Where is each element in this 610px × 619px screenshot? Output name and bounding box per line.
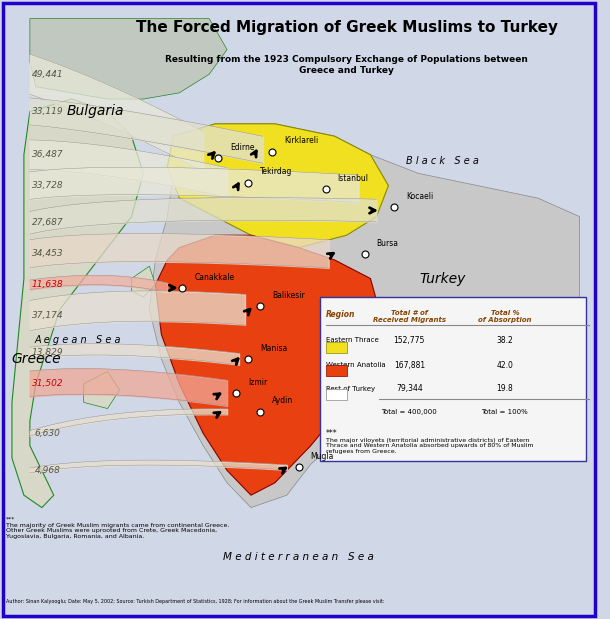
Text: Greece: Greece	[11, 352, 60, 366]
Text: Author: Sinan Kalyooglu; Date: May 5, 2002; Source: Turkish Department of Statis: Author: Sinan Kalyooglu; Date: May 5, 20…	[6, 599, 384, 604]
Text: B l a c k   S e a: B l a c k S e a	[406, 156, 479, 166]
Text: 36,487: 36,487	[32, 150, 63, 159]
Text: Western Anatolia: Western Anatolia	[326, 362, 386, 368]
Text: 11,638: 11,638	[32, 280, 63, 289]
Text: 13,829: 13,829	[32, 348, 63, 357]
Text: Total = 100%: Total = 100%	[481, 409, 528, 415]
Text: Rest of Turkey: Rest of Turkey	[326, 386, 375, 392]
Text: Balikesir: Balikesir	[272, 291, 304, 300]
Text: Istanbul: Istanbul	[337, 173, 368, 183]
Text: ***
The majority of Greek Muslim migrants came from continental Greece.
Other Gr: *** The majority of Greek Muslim migrant…	[6, 517, 229, 539]
Text: 49,441: 49,441	[32, 70, 63, 79]
Text: Canakkale: Canakkale	[194, 272, 234, 282]
Text: Mugla: Mugla	[310, 452, 334, 461]
Polygon shape	[30, 19, 227, 99]
FancyBboxPatch shape	[320, 297, 586, 461]
Text: M e d i t e r r a n e a n   S e a: M e d i t e r r a n e a n S e a	[223, 552, 374, 562]
Text: Turkey: Turkey	[419, 272, 465, 285]
Text: Manisa: Manisa	[260, 344, 287, 353]
Text: Resulting from the 1923 Compulsory Exchange of Populations between
Greece and Tu: Resulting from the 1923 Compulsory Excha…	[165, 55, 528, 75]
Text: Aydin: Aydin	[272, 396, 293, 405]
Text: 37,174: 37,174	[32, 311, 63, 320]
Text: 33,728: 33,728	[32, 181, 63, 190]
Text: Kocaeli: Kocaeli	[406, 192, 434, 201]
Text: 167,881: 167,881	[394, 361, 425, 370]
Polygon shape	[84, 371, 120, 409]
Text: Bursa: Bursa	[376, 238, 398, 248]
Text: Edirne: Edirne	[230, 142, 254, 152]
Text: 34,453: 34,453	[32, 249, 63, 258]
Text: 38.2: 38.2	[497, 336, 513, 345]
FancyBboxPatch shape	[326, 342, 346, 353]
Text: Total # of
Received Migrants: Total # of Received Migrants	[373, 310, 446, 322]
Polygon shape	[132, 266, 156, 297]
Polygon shape	[167, 124, 389, 248]
Text: 6,630: 6,630	[35, 429, 61, 438]
Text: 79,344: 79,344	[396, 384, 423, 393]
Text: 42.0: 42.0	[497, 361, 514, 370]
Text: 33,119: 33,119	[32, 107, 63, 116]
Polygon shape	[156, 235, 382, 495]
Text: 152,775: 152,775	[393, 336, 425, 345]
Polygon shape	[149, 124, 580, 508]
Text: ***: ***	[326, 429, 337, 438]
Text: The major viloyets (territorial administrative districts) of Eastern
Thrace and : The major viloyets (territorial administ…	[326, 438, 533, 454]
Text: Region: Region	[326, 310, 355, 319]
Text: 27,687: 27,687	[32, 219, 63, 227]
FancyBboxPatch shape	[326, 389, 346, 400]
Text: Bulgaria: Bulgaria	[67, 105, 124, 118]
Text: 4,968: 4,968	[35, 466, 61, 475]
Text: Eastern Thrace: Eastern Thrace	[326, 337, 378, 344]
Text: Tekirdag: Tekirdag	[260, 167, 292, 176]
Text: A e g e a n   S e a: A e g e a n S e a	[34, 335, 121, 345]
Text: 31,502: 31,502	[32, 379, 63, 388]
Text: 19.8: 19.8	[497, 384, 513, 393]
Text: The Forced Migration of Greek Muslims to Turkey: The Forced Migration of Greek Muslims to…	[135, 20, 558, 35]
Polygon shape	[12, 99, 143, 508]
Text: Kirklareli: Kirklareli	[284, 136, 318, 145]
Text: Total = 400,000: Total = 400,000	[381, 409, 437, 415]
Text: Izmir: Izmir	[248, 378, 267, 387]
FancyBboxPatch shape	[326, 365, 346, 376]
Text: Total %
of Absorption: Total % of Absorption	[478, 310, 532, 322]
